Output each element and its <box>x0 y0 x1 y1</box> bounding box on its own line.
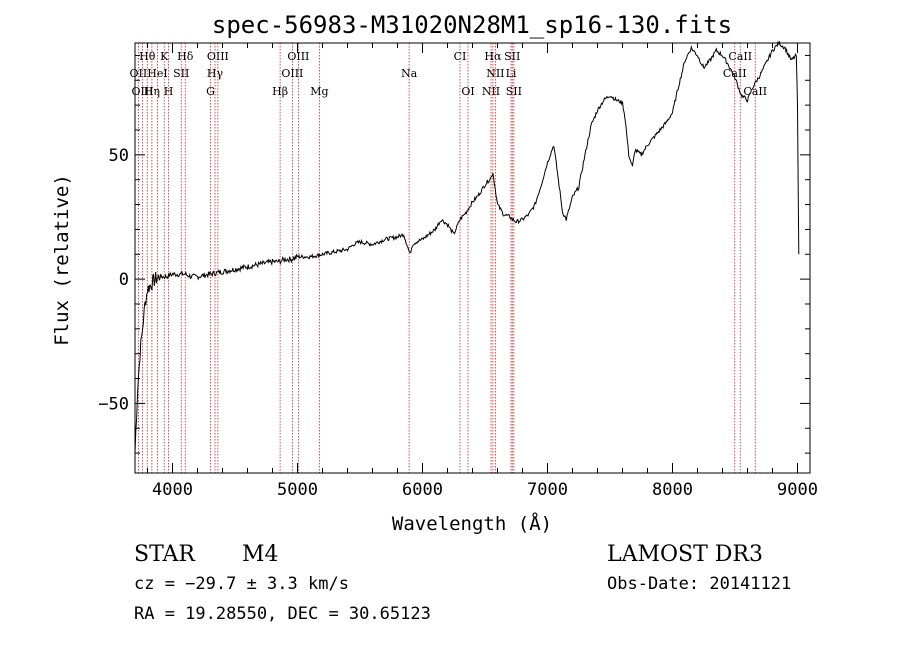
line-label: OIII <box>207 50 229 63</box>
x-tick-label: 6000 <box>402 480 443 500</box>
line-label: H <box>164 85 174 98</box>
line-label: CI <box>454 50 467 63</box>
line-label: SII <box>504 50 520 63</box>
survey-name: LAMOST DR3 <box>607 542 763 567</box>
spectrum-line <box>134 40 800 454</box>
emission-line-markers <box>137 43 756 473</box>
line-label: Hθ <box>139 50 156 63</box>
line-label: NII <box>486 67 504 80</box>
line-label: CaII <box>728 50 752 63</box>
line-label: CaII <box>743 85 767 98</box>
y-tick-label: 50 <box>109 146 129 166</box>
plot-frame <box>134 42 811 474</box>
line-label: Mg <box>310 85 328 98</box>
line-label: Hδ <box>177 50 194 63</box>
x-tick-label: 8000 <box>652 480 693 500</box>
line-label: Hα <box>484 50 502 63</box>
line-label: OIII <box>131 85 153 98</box>
y-axis-label: Flux (relative) <box>51 174 73 346</box>
line-label: G <box>206 85 215 98</box>
x-tick-label: 9000 <box>777 480 818 500</box>
x-axis-ticks: 4000 5000 6000 7000 8000 9000 <box>147 43 818 500</box>
line-label: OI <box>461 85 474 98</box>
line-label: Hβ <box>272 85 288 98</box>
line-label: NII <box>482 85 500 98</box>
line-label: Hη <box>144 85 160 98</box>
x-tick-label: 7000 <box>527 480 568 500</box>
x-tick-label: 5000 <box>277 480 318 500</box>
x-tick-label: 4000 <box>152 480 193 500</box>
redshift-readout: cz = −29.7 ± 3.3 km/s <box>134 574 349 594</box>
line-label: Li <box>506 67 517 80</box>
x-axis-label: Wavelength (Å) <box>392 512 552 535</box>
line-label: HeI <box>147 67 167 80</box>
y-tick-label: −50 <box>98 394 129 414</box>
object-class: STAR <box>134 542 196 567</box>
line-label: SII <box>173 67 189 80</box>
y-axis-ticks: −50 0 50 <box>98 54 810 454</box>
y-tick-label: 0 <box>119 270 129 290</box>
line-label: OII <box>130 67 148 80</box>
line-label: Na <box>401 67 418 80</box>
line-label: SII <box>506 85 522 98</box>
spectrum-series <box>134 40 800 454</box>
spectral-subclass: M4 <box>242 542 279 567</box>
chart-title: spec-56983-M31020N28M1_sp16-130.fits <box>212 11 732 39</box>
coordinates-readout: RA = 19.28550, DEC = 30.65123 <box>134 604 431 624</box>
observation-date: Obs-Date: 20141121 <box>607 574 791 594</box>
line-label: OIII <box>281 67 303 80</box>
line-label: Hγ <box>207 67 224 80</box>
line-label: OIII <box>287 50 309 63</box>
line-label: CaII <box>723 67 747 80</box>
line-label: K <box>160 50 169 63</box>
